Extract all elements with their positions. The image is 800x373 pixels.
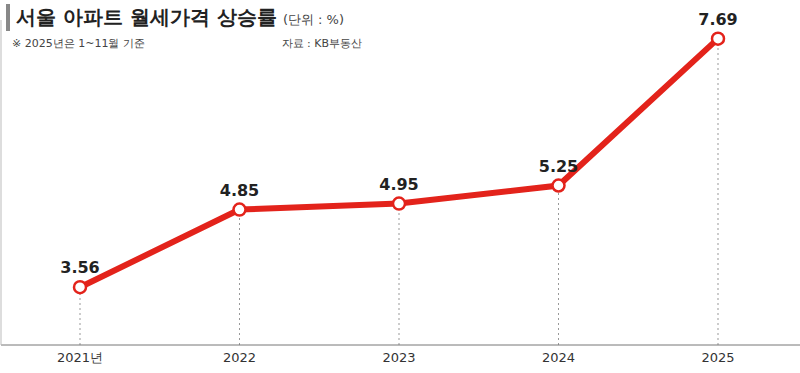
html-text:서울 아파트 월세가격 상승률 (단위 : %): 서울 아파트 월세가격 상승률 (단위 : %) — [16, 5, 344, 29]
svg-text:4.85: 4.85 — [220, 181, 259, 200]
svg-text:5.25: 5.25 — [539, 157, 578, 176]
svg-text:2025: 2025 — [701, 350, 734, 365]
svg-text:2022: 2022 — [223, 350, 256, 365]
svg-text:7.69: 7.69 — [698, 10, 737, 29]
svg-text:2023: 2023 — [382, 350, 415, 365]
svg-text:4.95: 4.95 — [379, 175, 418, 194]
html-text:자료 : KB부동산: 자료 : KB부동산 — [281, 37, 362, 50]
svg-text:3.56: 3.56 — [60, 258, 99, 277]
svg-text:2024: 2024 — [542, 350, 575, 365]
html-text:※ 2025년은 1~11월 기준: ※ 2025년은 1~11월 기준 — [12, 37, 145, 50]
svg-text:2021년: 2021년 — [57, 350, 103, 365]
